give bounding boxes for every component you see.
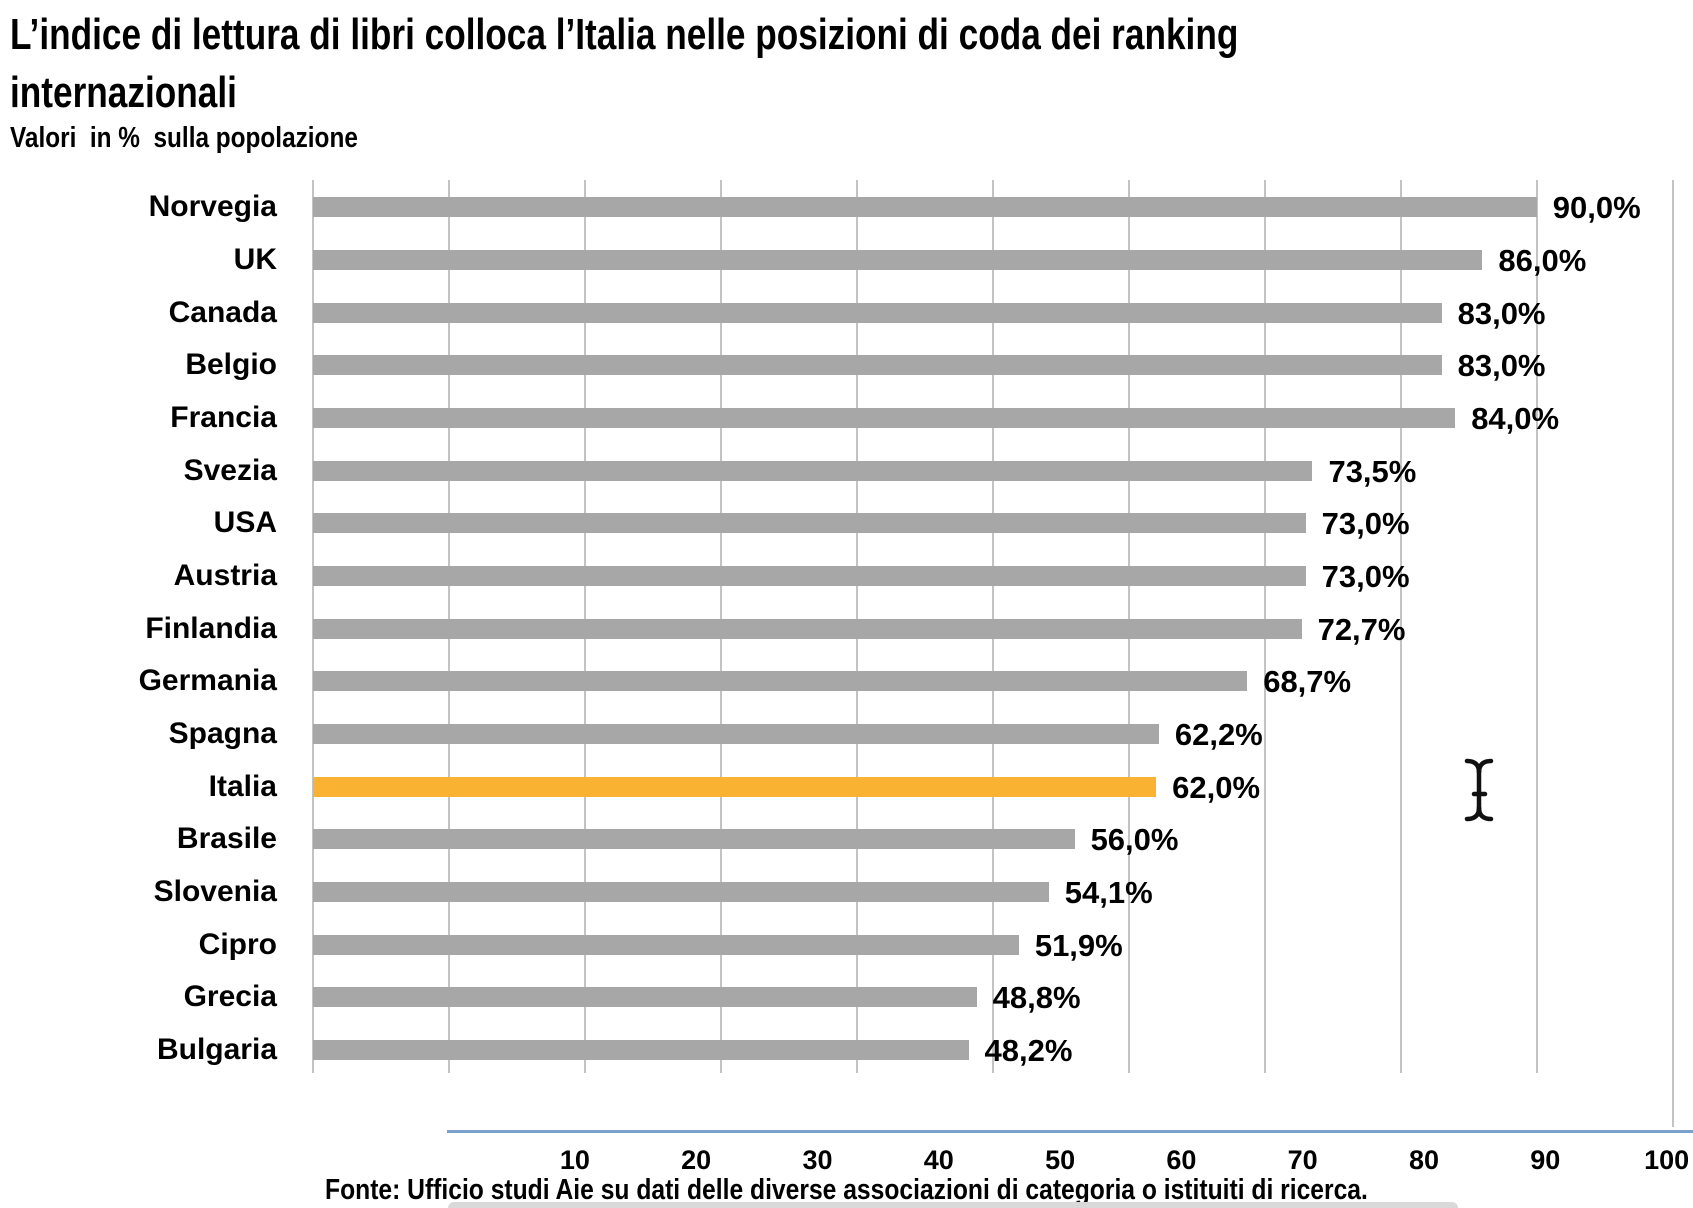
chart-title-line2: internazionali <box>10 68 237 117</box>
text-ibeam-cursor-icon <box>1464 758 1494 822</box>
value-label-uk: 86,0% <box>1498 242 1587 278</box>
bar-bulgaria <box>313 1040 969 1061</box>
x-tick-label-30: 30 <box>802 1145 833 1175</box>
bar-belgio <box>313 355 1442 376</box>
category-label-uk: UK <box>233 242 277 276</box>
category-label-cipro: Cipro <box>198 927 277 961</box>
bar-spagna <box>313 724 1159 744</box>
category-label-francia: Francia <box>170 400 277 434</box>
x-tick-label-40: 40 <box>923 1145 954 1175</box>
x-tick-label-80: 80 <box>1408 1145 1440 1175</box>
bar-francia <box>313 407 1456 428</box>
category-label-belgio: Belgio <box>185 348 277 382</box>
category-label-slovenia: Slovenia <box>153 875 277 908</box>
category-label-canada: Canada <box>168 295 277 329</box>
bar-austria <box>313 565 1306 586</box>
x-tick-label-70: 70 <box>1287 1145 1318 1175</box>
bar-grecia <box>313 987 977 1008</box>
category-label-svezia: Svezia <box>183 453 277 487</box>
category-label-italia: Italia <box>208 769 277 803</box>
category-label-norvegia: Norvegia <box>148 190 277 224</box>
bar-italia <box>313 776 1157 797</box>
bar-usa <box>313 513 1306 534</box>
category-label-bulgaria: Bulgaria <box>156 1033 277 1067</box>
bar-finlandia <box>313 618 1302 639</box>
bar-slovenia <box>313 882 1049 902</box>
bar-brasile <box>313 829 1075 850</box>
gridline-80 <box>1399 180 1402 1073</box>
x-axis-line <box>447 1130 1693 1133</box>
chart-subtitle: Valori in % sulla popolazione <box>10 122 358 154</box>
gridline-90 <box>1535 180 1538 1073</box>
source-note: Fonte: Ufficio studi Aie su dati delle d… <box>325 1174 1368 1206</box>
category-label-spagna: Spagna <box>168 717 277 750</box>
value-label-austria: 73,0% <box>1321 558 1410 594</box>
value-label-finlandia: 72,7% <box>1317 611 1406 647</box>
x-tick-label-20: 20 <box>681 1145 712 1175</box>
value-label-cipro: 51,9% <box>1034 927 1123 963</box>
category-label-austria: Austria <box>173 558 277 592</box>
bar-germania <box>313 671 1248 692</box>
bar-cipro <box>313 934 1019 955</box>
value-label-grecia: 48,8% <box>992 980 1081 1016</box>
value-label-usa: 73,0% <box>1321 506 1410 542</box>
value-label-svezia: 73,5% <box>1328 453 1417 489</box>
x-tick-label-90: 90 <box>1530 1145 1561 1175</box>
value-label-belgio: 83,0% <box>1457 348 1546 384</box>
bottom-strip <box>448 1202 1458 1208</box>
x-tick-label-60: 60 <box>1166 1145 1197 1175</box>
bar-svezia <box>313 460 1313 481</box>
source-note-wrap: Fonte: Ufficio studi Aie su dati delle d… <box>0 1174 1693 1206</box>
value-label-francia: 84,0% <box>1471 400 1560 436</box>
x-tick-label-50: 50 <box>1045 1145 1076 1175</box>
x-tick-label-10: 10 <box>559 1145 590 1175</box>
category-label-grecia: Grecia <box>183 980 277 1014</box>
value-label-bulgaria: 48,2% <box>984 1033 1073 1069</box>
category-label-germania: Germania <box>138 664 277 698</box>
bar-canada <box>313 302 1442 323</box>
category-label-brasile: Brasile <box>176 822 277 856</box>
value-label-canada: 83,0% <box>1457 295 1546 331</box>
bar-uk <box>313 249 1483 270</box>
gridline-100 <box>1671 180 1674 1127</box>
x-tick-label-100: 100 <box>1644 1145 1690 1175</box>
value-label-brasile: 56,0% <box>1090 822 1179 858</box>
value-label-norvegia: 90,0% <box>1552 190 1641 226</box>
value-label-germania: 68,7% <box>1263 664 1352 700</box>
bar-norvegia <box>313 197 1537 218</box>
category-label-usa: USA <box>213 506 277 540</box>
value-label-spagna: 62,2% <box>1174 717 1263 752</box>
value-label-slovenia: 54,1% <box>1064 875 1153 910</box>
category-label-finlandia: Finlandia <box>145 611 277 645</box>
chart-title-line1: L’indice di lettura di libri colloca l’I… <box>10 10 1239 59</box>
value-label-italia: 62,0% <box>1172 769 1261 805</box>
